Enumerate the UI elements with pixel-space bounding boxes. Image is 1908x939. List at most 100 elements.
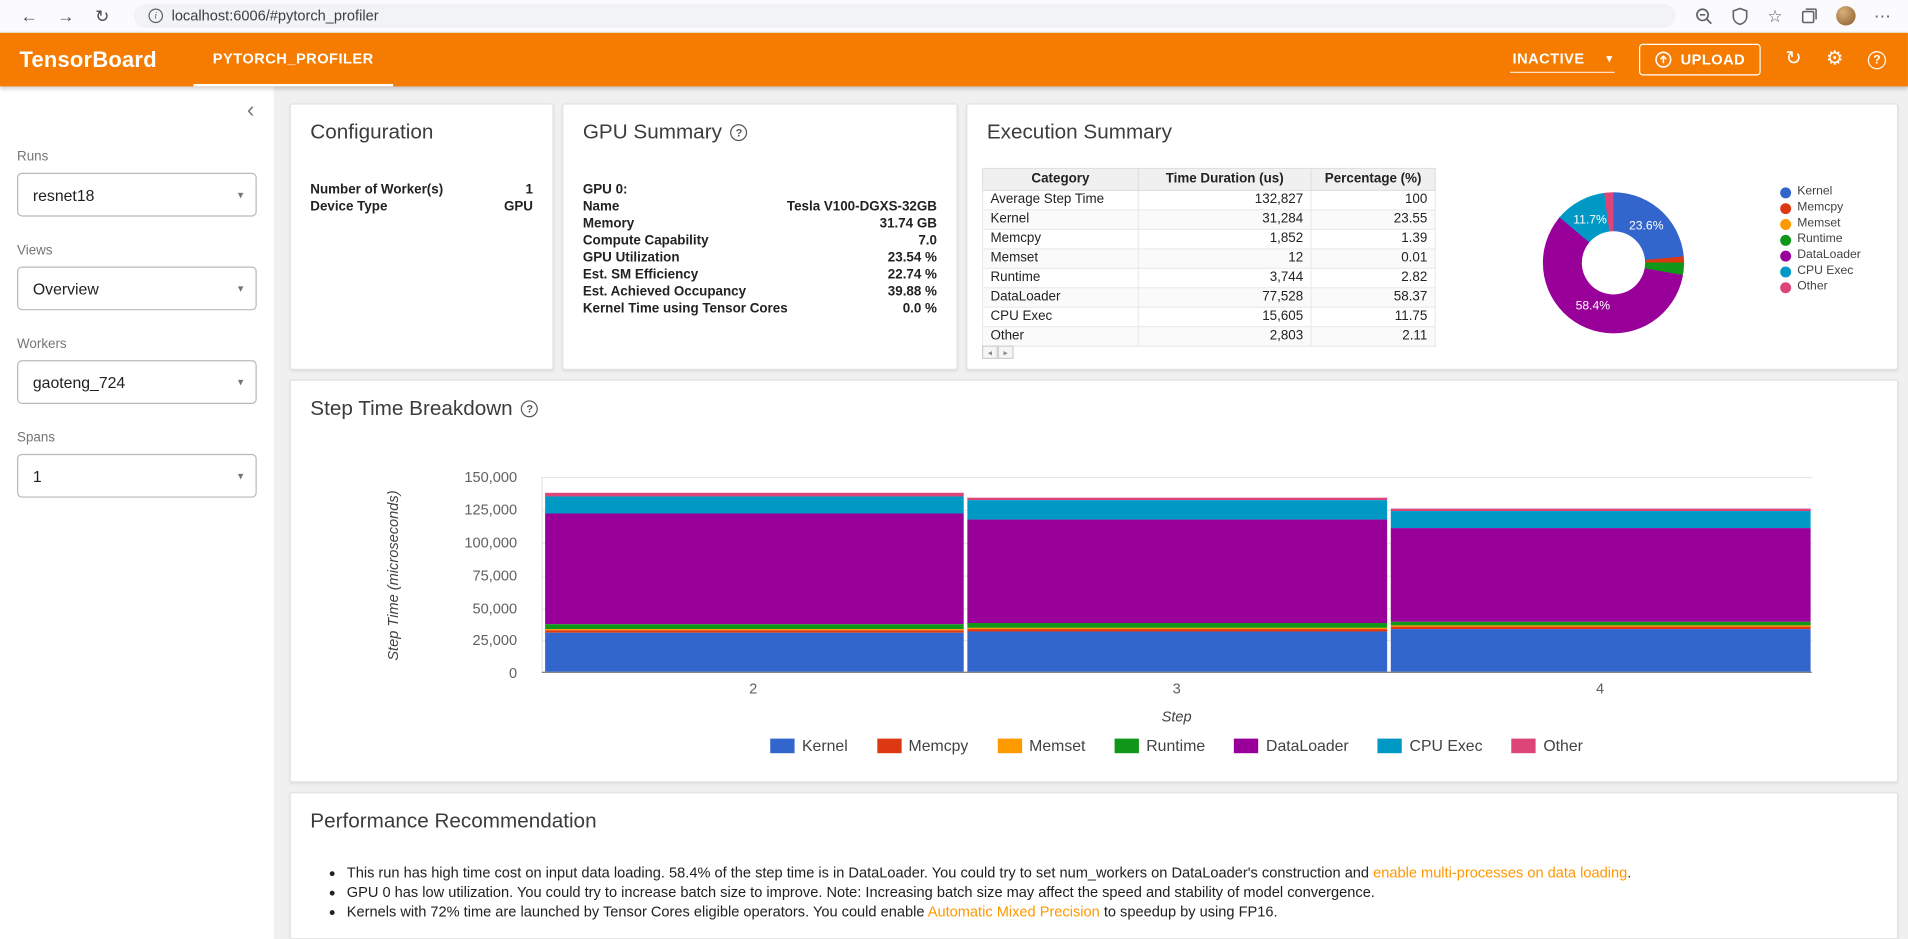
bar-segment-memcpy	[544, 630, 964, 633]
legend-label: Memset	[1029, 736, 1086, 755]
gpu-value: 39.88 %	[887, 284, 937, 300]
legend-label: DataLoader	[1797, 248, 1861, 262]
stacked-bar-step-4[interactable]	[1389, 477, 1812, 673]
bar-segment-other	[544, 492, 964, 497]
bar-segment-runtime	[967, 623, 1387, 628]
legend-label: DataLoader	[1266, 736, 1349, 755]
gpu-value: 31.74 GB	[879, 216, 937, 232]
step-chart: Step Time (microseconds) 0 25,000 50,000 75…	[291, 381, 1897, 781]
recommendation-item: Kernels with 72% time are launched by Te…	[347, 902, 1878, 921]
cell-duration: 132,827	[1137, 189, 1312, 211]
run-status-select[interactable]: INACTIVE ▾	[1510, 46, 1615, 74]
favorites-star-icon[interactable]: ☆	[1767, 5, 1783, 25]
browser-toolbar: ← → ↻ i localhost:6006/#pytorch_profiler…	[0, 0, 1908, 33]
cell-duration: 1,852	[1137, 228, 1312, 250]
table-row: DataLoader 77,528 58.37	[981, 287, 1436, 308]
tab-pytorch-profiler[interactable]: PYTORCH_PROFILER	[193, 33, 394, 87]
execution-summary-table: Category Time Duration (us) Percentage (…	[981, 167, 1436, 347]
config-value: 1	[525, 182, 533, 198]
cell-category: DataLoader	[981, 287, 1139, 308]
gear-icon[interactable]: ⚙	[1825, 48, 1844, 70]
help-icon[interactable]: ?	[1867, 50, 1887, 69]
more-options-icon[interactable]: ⋯	[1873, 5, 1891, 25]
gpu-label: Name	[582, 199, 620, 215]
config-label: Device Type	[310, 199, 388, 215]
site-info-icon[interactable]: i	[148, 8, 164, 24]
workers-select[interactable]: gaoteng_724 ▾	[17, 360, 257, 404]
tensorboard-logo: TensorBoard	[19, 46, 157, 72]
gpu-value: Tesla V100-DGXS-32GB	[786, 199, 937, 215]
spans-select-value: 1	[32, 466, 42, 485]
recommendation-list: This run has high time cost on input dat…	[310, 863, 1877, 921]
scroll-left-button[interactable]: ◂	[981, 345, 998, 359]
stacked-bar-step-3[interactable]	[966, 477, 1389, 673]
bar-segment-kernel	[967, 631, 1387, 673]
legend-item: DataLoader	[1234, 736, 1349, 755]
bar-segment-kernel	[1390, 629, 1811, 673]
legend-swatch	[1780, 218, 1792, 230]
address-bar[interactable]: i localhost:6006/#pytorch_profiler	[133, 3, 1677, 28]
table-row: Kernel 31,284 23.55	[981, 209, 1436, 230]
recommendation-link[interactable]: enable multi-processes on data loading	[1373, 864, 1628, 882]
zoom-out-icon[interactable]	[1696, 7, 1714, 25]
sidebar-collapse-icon[interactable]: ‹	[247, 97, 255, 122]
cell-duration: 2,803	[1137, 326, 1312, 347]
legend-swatch	[997, 738, 1022, 753]
upload-label: UPLOAD	[1680, 51, 1746, 69]
cell-percentage: 11.75	[1310, 306, 1436, 328]
gpu-label: Memory	[582, 216, 635, 232]
spans-label: Spans	[17, 430, 56, 446]
recommendation-link[interactable]: Automatic Mixed Precision	[927, 903, 1100, 921]
chevron-down-icon: ▾	[237, 187, 244, 201]
workers-select-value: gaoteng_724	[32, 372, 126, 392]
chevron-down-icon: ▾	[237, 281, 244, 294]
legend-item: DataLoader	[1780, 248, 1861, 262]
runs-label: Runs	[17, 149, 49, 165]
cell-category: CPU Exec	[981, 306, 1139, 328]
legend-item: Memset	[997, 736, 1086, 755]
views-select[interactable]: Overview ▾	[17, 266, 257, 311]
sidebar-group-views: Views Overview ▾	[17, 243, 257, 311]
y-tick-label: 125,000	[464, 501, 518, 519]
stacked-bar-step-2[interactable]	[543, 477, 966, 673]
execution-summary-title: Execution Summary	[986, 120, 1172, 144]
gridline	[542, 477, 1812, 479]
cell-category: Kernel	[981, 209, 1139, 230]
gpu-label: GPU Utilization	[582, 250, 680, 266]
chevron-down-icon: ▾	[1606, 51, 1613, 64]
upload-button[interactable]: UPLOAD	[1639, 43, 1762, 76]
donut-slice-label: 23.6%	[1629, 220, 1664, 234]
runs-select[interactable]: resnet18 ▾	[17, 172, 257, 217]
step-chart-legend: Kernel Memcpy Memset Runtime DataLoader CPU E…	[541, 737, 1811, 755]
back-icon[interactable]: ←	[20, 6, 38, 26]
forward-icon[interactable]: →	[57, 6, 75, 26]
reload-icon[interactable]: ↻	[95, 5, 110, 25]
legend-swatch	[1780, 265, 1792, 277]
table-header-row: Category Time Duration (us) Percentage (…	[981, 167, 1436, 192]
legend-label: Other	[1543, 736, 1583, 755]
gpu-summary-title: GPU Summary	[582, 120, 722, 144]
url-text: localhost:6006/#pytorch_profiler	[171, 7, 379, 25]
help-icon[interactable]: ?	[521, 400, 539, 418]
help-icon[interactable]: ?	[730, 124, 748, 142]
sidebar-group-workers: Workers gaoteng_724 ▾	[17, 337, 257, 404]
shield-icon[interactable]	[1732, 7, 1749, 25]
scroll-right-button[interactable]: ▸	[997, 345, 1014, 359]
gpu-summary-card: GPU Summary ? GPU 0: Name Tesla V100-DGXS…	[562, 103, 958, 371]
step-chart-plot[interactable]	[541, 477, 1812, 674]
collections-icon[interactable]	[1801, 7, 1818, 24]
legend-swatch	[1511, 738, 1537, 753]
gpu-label: Est. Achieved Occupancy	[582, 284, 747, 300]
gpu-label: Compute Capability	[582, 233, 709, 249]
spans-select[interactable]: 1 ▾	[17, 453, 257, 498]
legend-label: CPU Exec	[1409, 736, 1483, 755]
refresh-icon[interactable]: ↻	[1785, 48, 1802, 70]
bar-segment-dataloader	[544, 513, 964, 625]
bar-segment-other	[967, 497, 1387, 501]
legend-item: Runtime	[1114, 737, 1205, 755]
bar-segment-memcpy	[1390, 627, 1811, 630]
profile-avatar[interactable]	[1836, 6, 1856, 26]
execution-donut[interactable]: 23.6% 58.4% 11.7%	[1542, 192, 1685, 334]
legend-swatch	[1234, 738, 1259, 753]
